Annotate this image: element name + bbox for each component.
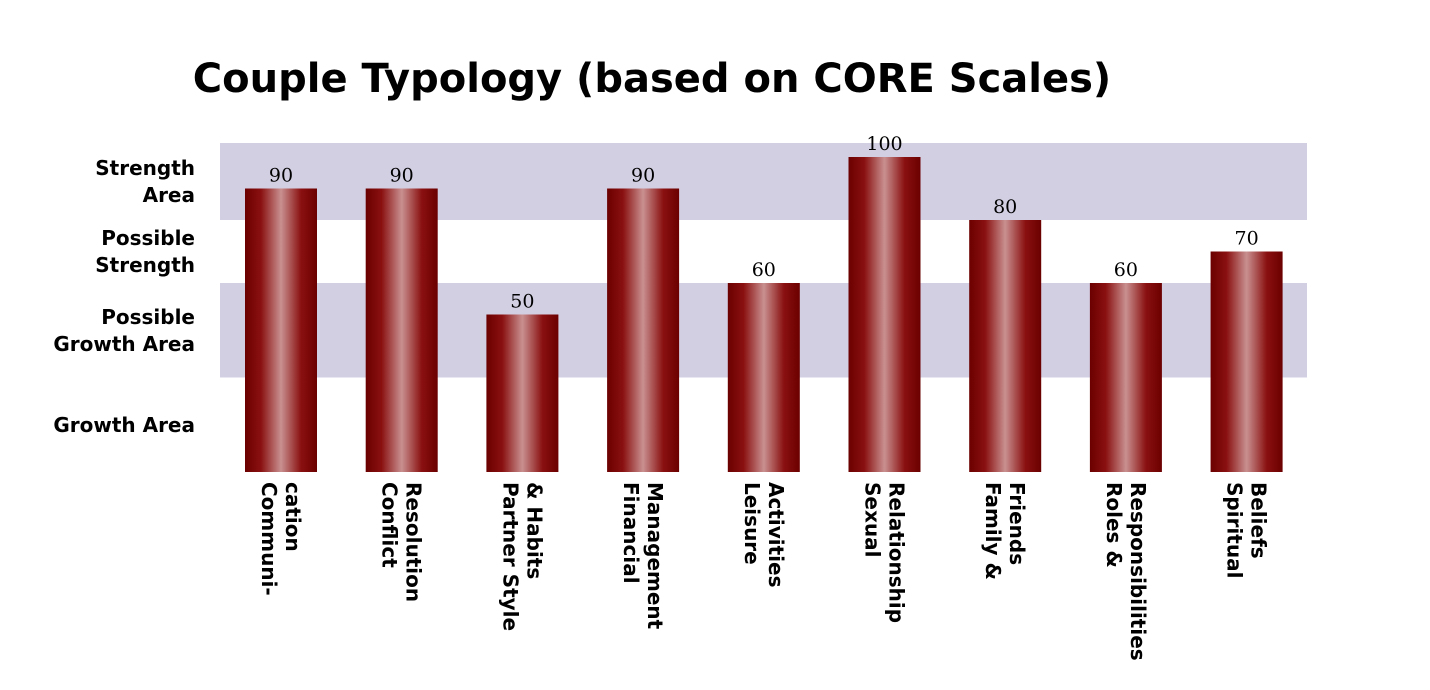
tick-label: Partner Style [498, 482, 522, 631]
tick-label: cation [281, 482, 305, 552]
tick-label: Relationship [885, 482, 909, 623]
data-label: 80 [993, 196, 1017, 218]
bar [1210, 251, 1283, 472]
category-label: Sexual Relationship [861, 482, 909, 623]
category-label: Leisure Activities [740, 482, 788, 588]
tick-label: Friends [1005, 482, 1029, 565]
bars-layer: 90 90 50 90 60 100 80 60 70 [245, 133, 1283, 472]
category-label: Conflict Resolution [378, 482, 426, 602]
bar [727, 283, 800, 472]
chart-title: Couple Typology (based on CORE Scales) [193, 56, 1111, 102]
band-label: Possible [101, 226, 195, 250]
band-label: Possible [101, 305, 195, 329]
band-label: Area [143, 183, 195, 207]
tick-label: Responsibilities [1126, 482, 1150, 661]
category-label: Partner Style & Habits [498, 482, 546, 631]
tick-label: Beliefs [1247, 482, 1271, 559]
bar [365, 188, 438, 472]
data-label: 100 [866, 133, 902, 155]
category-label: Family & Friends [981, 482, 1029, 580]
tick-label: Spiritual [1223, 482, 1247, 578]
band-label: Strength [95, 253, 195, 277]
band-label: Growth Area [53, 332, 195, 356]
bar [486, 314, 559, 472]
tick-label: Communi- [257, 482, 281, 596]
bar [969, 220, 1042, 472]
band-label: Growth Area [53, 413, 195, 437]
bar [848, 157, 921, 472]
tick-label: Family & [981, 482, 1005, 580]
data-label: 90 [631, 165, 655, 187]
tick-label: Resolution [402, 482, 426, 602]
tick-label: Sexual [861, 482, 885, 557]
tick-label: Financial [619, 482, 643, 584]
tick-label: Leisure [740, 482, 764, 565]
data-label: 60 [1114, 259, 1138, 281]
tick-label: Activities [764, 482, 788, 588]
category-labels: Communi-cation Conflict Resolution Partner … [257, 482, 1271, 661]
bar [245, 188, 317, 472]
tick-label: & Habits [522, 482, 546, 579]
data-label: 70 [1235, 228, 1259, 250]
data-label: 60 [752, 259, 776, 281]
data-label: 90 [269, 165, 293, 187]
band-label: Strength [95, 156, 195, 180]
bar [607, 188, 680, 472]
tick-label: Roles & [1102, 482, 1126, 568]
category-label: Spiritual Beliefs [1223, 482, 1271, 578]
data-label: 90 [390, 165, 414, 187]
category-label: Communi-cation [257, 482, 305, 596]
category-label: Roles & Responsibilities [1102, 482, 1150, 661]
tick-label: Management [643, 482, 667, 630]
data-label: 50 [510, 291, 534, 313]
bar [1089, 283, 1162, 472]
tick-label: Conflict [378, 482, 402, 568]
category-label: Financial Management [619, 482, 667, 630]
